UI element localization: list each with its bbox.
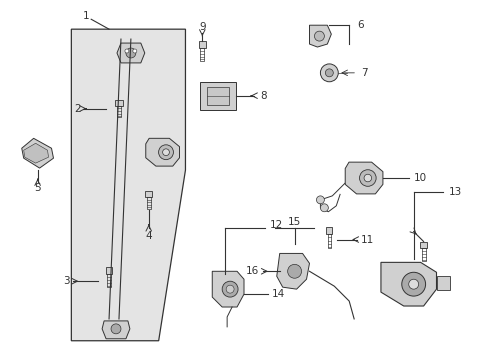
Circle shape	[316, 196, 324, 204]
Circle shape	[320, 64, 338, 82]
Text: 5: 5	[34, 183, 41, 193]
Bar	[436, 276, 449, 290]
Circle shape	[124, 49, 129, 53]
Bar	[106, 267, 112, 274]
Polygon shape	[212, 271, 244, 307]
Circle shape	[287, 264, 301, 278]
Bar	[199, 41, 205, 48]
Circle shape	[314, 31, 324, 41]
Circle shape	[364, 174, 371, 182]
Text: 10: 10	[413, 173, 426, 183]
Bar	[325, 227, 332, 234]
Circle shape	[320, 204, 327, 212]
Polygon shape	[145, 138, 179, 166]
Polygon shape	[309, 25, 331, 47]
Text: 2: 2	[74, 104, 81, 113]
Circle shape	[133, 49, 137, 53]
Polygon shape	[345, 162, 382, 194]
Text: 8: 8	[259, 91, 266, 101]
Text: 1: 1	[83, 11, 89, 21]
Bar	[200, 82, 236, 109]
Text: 16: 16	[245, 266, 258, 276]
Polygon shape	[24, 143, 48, 163]
Text: 11: 11	[360, 234, 374, 244]
Circle shape	[222, 281, 238, 297]
Bar	[115, 100, 122, 106]
Text: 13: 13	[447, 187, 461, 197]
Circle shape	[401, 272, 425, 296]
Text: 15: 15	[287, 217, 301, 227]
Polygon shape	[21, 138, 53, 168]
Polygon shape	[276, 253, 309, 289]
Text: 14: 14	[271, 289, 285, 299]
Bar	[420, 242, 426, 248]
Polygon shape	[71, 29, 185, 341]
Circle shape	[359, 170, 375, 186]
Circle shape	[225, 285, 234, 293]
Polygon shape	[380, 262, 436, 306]
Text: 4: 4	[145, 230, 152, 240]
Circle shape	[111, 324, 121, 334]
Polygon shape	[117, 43, 144, 63]
Circle shape	[408, 279, 418, 289]
Circle shape	[126, 48, 136, 58]
Bar	[145, 191, 152, 197]
Text: 12: 12	[269, 220, 283, 230]
Circle shape	[325, 69, 333, 77]
Text: 9: 9	[199, 22, 205, 32]
Circle shape	[158, 145, 173, 159]
Text: 3: 3	[63, 276, 70, 286]
Circle shape	[163, 149, 169, 156]
Polygon shape	[102, 321, 130, 339]
Text: 7: 7	[360, 68, 367, 78]
Bar	[207, 87, 229, 105]
Text: 6: 6	[356, 20, 363, 30]
